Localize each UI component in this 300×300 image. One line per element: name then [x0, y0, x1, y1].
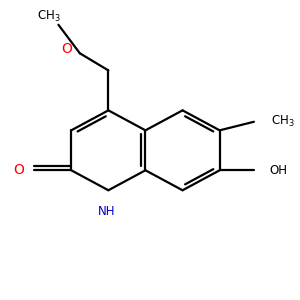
Text: CH$_3$: CH$_3$: [271, 114, 295, 129]
Text: O: O: [61, 42, 72, 56]
Text: CH$_3$: CH$_3$: [37, 9, 60, 24]
Text: OH: OH: [270, 164, 288, 177]
Text: O: O: [13, 163, 24, 177]
Text: NH: NH: [98, 205, 116, 218]
